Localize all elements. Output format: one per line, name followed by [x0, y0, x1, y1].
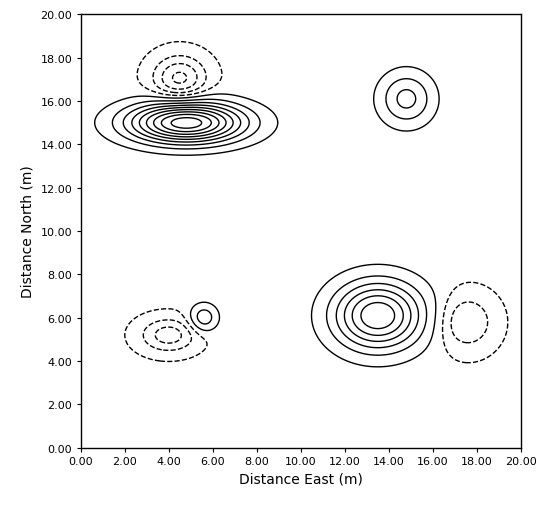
Y-axis label: Distance North (m): Distance North (m) — [21, 165, 35, 298]
X-axis label: Distance East (m): Distance East (m) — [239, 472, 362, 486]
